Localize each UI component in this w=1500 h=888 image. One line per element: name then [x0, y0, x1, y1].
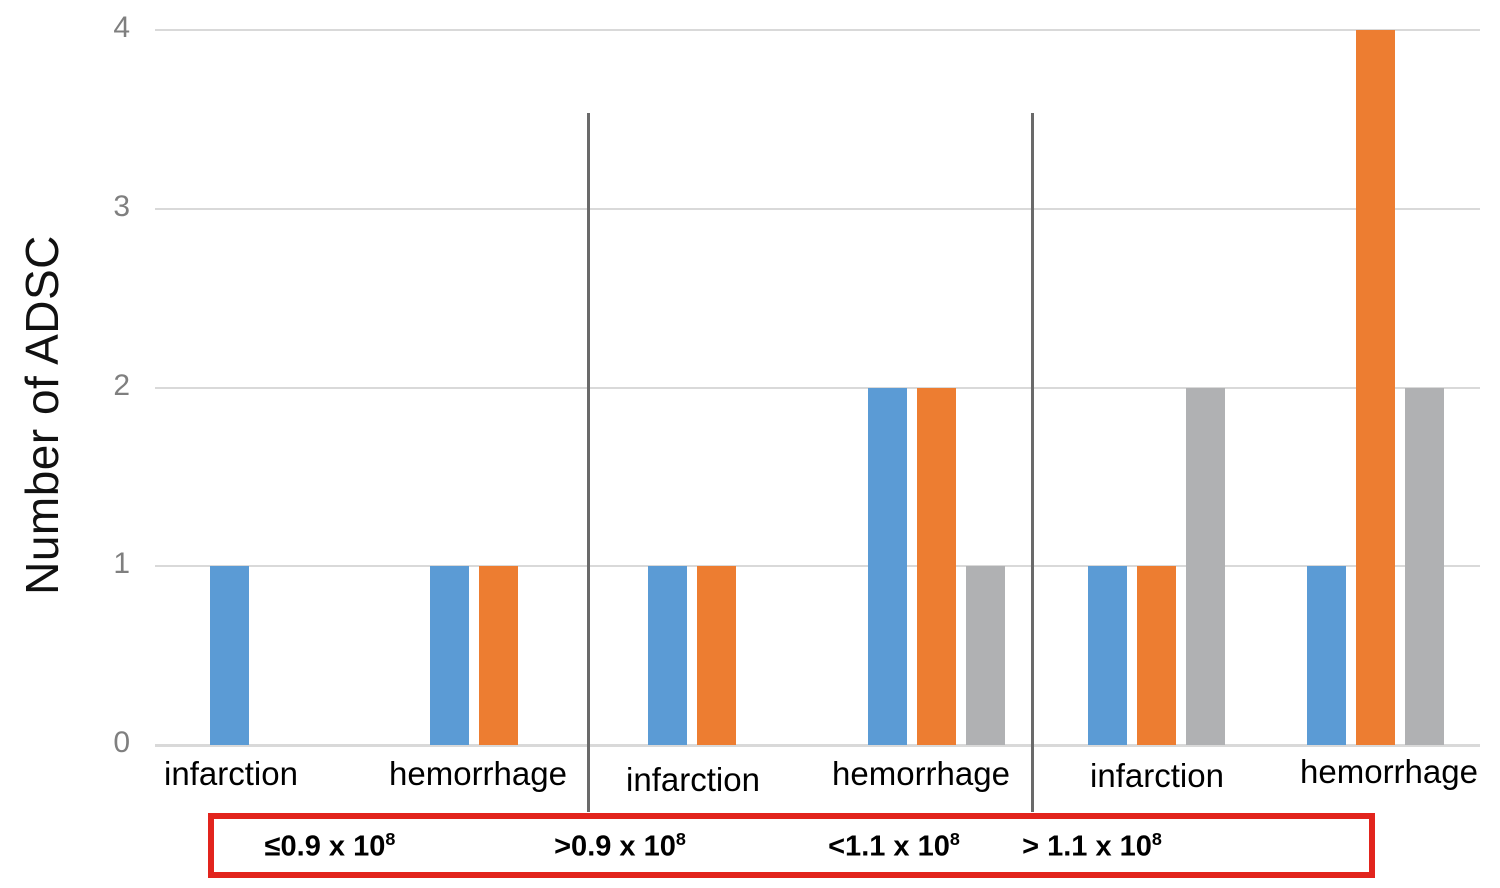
dose-range-label: > 1.1 x 108	[1022, 829, 1162, 864]
bar-orange-hemorrhage-g3	[1356, 30, 1395, 745]
group-divider-line	[1031, 113, 1034, 812]
dose-range-label-base: ≤0.9 x 10	[264, 830, 386, 863]
dose-range-box	[208, 813, 1375, 878]
dose-range-label-base: <1.1 x 10	[828, 830, 950, 863]
y-tick-label-3: 3	[113, 189, 130, 223]
x-category-label: hemorrhage	[832, 755, 1010, 792]
y-tick-label-1: 1	[113, 547, 130, 581]
dose-range-label: >0.9 x 108	[554, 829, 686, 864]
bar-blue-hemorrhage-g1	[430, 566, 469, 745]
group-divider-line	[587, 113, 590, 812]
y-tick-label-4: 4	[113, 11, 130, 44]
gridline-y2	[155, 386, 1480, 389]
dose-range-label: ≤0.9 x 108	[265, 829, 396, 864]
dose-range-label-base: > 1.1 x 10	[1022, 830, 1152, 863]
gridline-y3	[155, 207, 1480, 210]
dose-range-label-base: >0.9 x 10	[554, 830, 676, 863]
bar-blue-infarction-g2	[648, 566, 687, 745]
gridline-y1	[155, 565, 1480, 568]
bar-gray-hemorrhage-g2	[966, 566, 1005, 745]
bar-blue-infarction-g1	[210, 566, 249, 745]
bar-gray-hemorrhage-g3	[1405, 387, 1444, 745]
dose-range-label-exponent: 8	[385, 829, 396, 849]
x-category-label: infarction	[1090, 757, 1224, 794]
gridline-y4	[155, 29, 1480, 31]
bar-blue-infarction-g3	[1088, 566, 1127, 745]
dose-range-label: <1.1 x 108	[828, 829, 960, 864]
y-tick-label-2: 2	[113, 368, 130, 402]
bar-gray-infarction-g3	[1186, 387, 1225, 745]
bar-blue-hemorrhage-g2	[868, 387, 907, 745]
dose-range-label-exponent: 8	[675, 829, 686, 849]
dose-range-label-exponent: 8	[1151, 829, 1162, 849]
y-tick-label-0: 0	[113, 726, 130, 759]
x-category-label: infarction	[626, 761, 760, 798]
bar-blue-hemorrhage-g3	[1307, 566, 1346, 745]
bar-orange-hemorrhage-g1	[479, 566, 518, 745]
dose-range-label-exponent: 8	[949, 829, 960, 849]
x-category-label: hemorrhage	[1300, 753, 1478, 790]
y-axis-title: Number of ADSC	[16, 235, 68, 595]
bar-orange-infarction-g2	[697, 566, 736, 745]
bar-orange-hemorrhage-g2	[917, 387, 956, 745]
x-category-label: infarction	[164, 755, 298, 792]
gridline-y0	[155, 744, 1480, 747]
bar-orange-infarction-g3	[1137, 566, 1176, 745]
x-category-label: hemorrhage	[389, 755, 567, 792]
